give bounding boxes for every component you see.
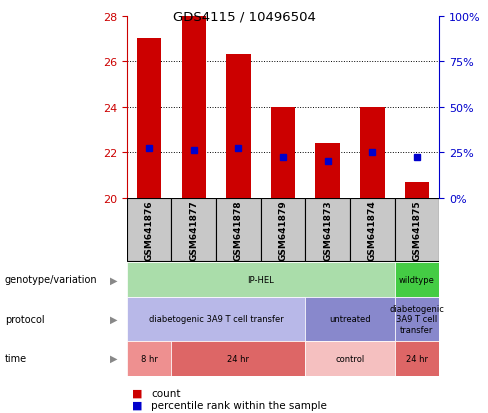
Text: wildtype: wildtype (399, 275, 435, 284)
Bar (305, 199, 350, 261)
Text: ▶: ▶ (110, 275, 117, 285)
Text: GSM641873: GSM641873 (323, 200, 332, 261)
Text: GSM641879: GSM641879 (279, 200, 287, 261)
Text: time: time (5, 353, 27, 363)
Bar (127, 262, 395, 297)
Text: 24 hr: 24 hr (227, 354, 249, 363)
Text: GDS4115 / 10496504: GDS4115 / 10496504 (173, 10, 315, 23)
Bar (271, 107, 295, 198)
Bar (395, 199, 439, 261)
Text: 24 hr: 24 hr (406, 354, 428, 363)
Text: GSM641876: GSM641876 (144, 200, 154, 261)
Text: ▶: ▶ (110, 353, 117, 363)
Text: GSM641875: GSM641875 (412, 200, 422, 261)
Bar (315, 144, 340, 198)
Bar (261, 199, 305, 261)
Text: genotype/variation: genotype/variation (5, 275, 98, 285)
Text: 8 hr: 8 hr (141, 354, 158, 363)
Bar (127, 297, 305, 341)
Bar (405, 183, 429, 198)
Text: diabetogenic 3A9 T cell transfer: diabetogenic 3A9 T cell transfer (149, 315, 284, 323)
Bar (137, 39, 162, 198)
Text: GSM641878: GSM641878 (234, 200, 243, 261)
Bar (350, 199, 395, 261)
Text: count: count (151, 388, 181, 398)
Bar (127, 199, 171, 261)
Text: IP-HEL: IP-HEL (247, 275, 274, 284)
Text: protocol: protocol (5, 314, 44, 324)
Bar (305, 297, 395, 341)
Bar (395, 262, 439, 297)
Text: control: control (335, 354, 365, 363)
Bar (127, 341, 171, 376)
Bar (171, 341, 305, 376)
Bar (395, 297, 439, 341)
Bar (182, 17, 206, 198)
Text: GSM641874: GSM641874 (368, 200, 377, 261)
Bar (360, 107, 385, 198)
Bar (395, 341, 439, 376)
Text: percentile rank within the sample: percentile rank within the sample (151, 400, 327, 410)
Text: GSM641877: GSM641877 (189, 200, 198, 261)
Bar (216, 199, 261, 261)
Text: ▶: ▶ (110, 314, 117, 324)
Text: ■: ■ (132, 400, 142, 410)
Bar (171, 199, 216, 261)
Text: untreated: untreated (329, 315, 371, 323)
Bar (305, 341, 395, 376)
Text: ■: ■ (132, 388, 142, 398)
Text: diabetogenic
3A9 T cell
transfer: diabetogenic 3A9 T cell transfer (389, 304, 445, 334)
Bar (226, 55, 251, 198)
